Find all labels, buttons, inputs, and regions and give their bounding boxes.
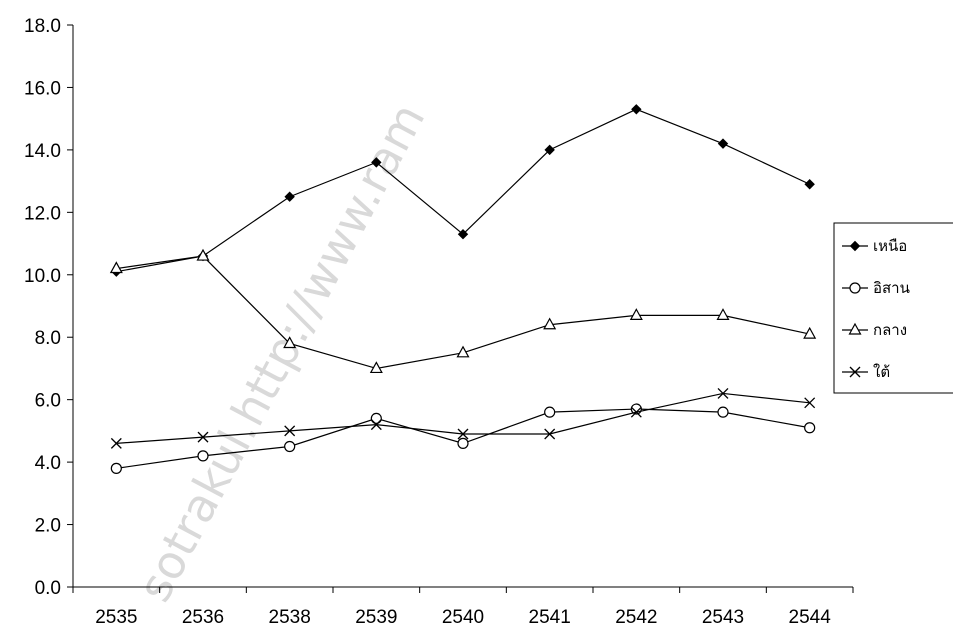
legend-marker xyxy=(848,322,862,335)
x-marker-stroke xyxy=(457,428,469,440)
y-tick-label: 0.0 xyxy=(35,578,61,599)
data-point xyxy=(284,425,296,437)
data-point xyxy=(283,336,297,349)
y-tick-label: 2.0 xyxy=(35,516,61,537)
legend-label: อิสาน xyxy=(873,279,910,297)
data-point xyxy=(717,406,729,418)
x-tick-label: 2536 xyxy=(182,607,224,628)
legend-item: อิสาน xyxy=(842,279,910,297)
x-tick-label: 2543 xyxy=(702,607,744,628)
data-point xyxy=(804,397,816,409)
data-point xyxy=(544,406,556,418)
legend-label: ใต้ xyxy=(873,363,890,381)
data-point xyxy=(543,317,557,330)
data-point xyxy=(804,179,815,190)
y-tick-label: 6.0 xyxy=(35,391,61,412)
data-point xyxy=(717,387,729,399)
legend-marker xyxy=(849,240,861,252)
data-point xyxy=(197,431,209,443)
legend-label: เหนือ xyxy=(873,237,907,255)
x-marker-stroke xyxy=(110,437,122,449)
data-point xyxy=(803,326,817,339)
legend-marker xyxy=(849,366,861,378)
data-point xyxy=(369,361,383,374)
series-line xyxy=(116,108,810,273)
legend-item: กลาง xyxy=(842,321,907,339)
data-point xyxy=(197,450,209,462)
data-point xyxy=(544,144,555,156)
series-3 xyxy=(109,248,817,374)
y-tick-label: 4.0 xyxy=(35,453,61,474)
x-tick-label: 2538 xyxy=(269,607,311,628)
data-point xyxy=(196,248,210,261)
x-marker-stroke xyxy=(284,425,296,437)
x-tick-label: 2541 xyxy=(529,607,571,628)
x-marker-stroke xyxy=(630,406,642,418)
x-marker-stroke xyxy=(717,387,729,399)
legend-marker xyxy=(849,282,861,294)
series-1 xyxy=(111,104,815,277)
data-point xyxy=(457,228,469,240)
data-point xyxy=(631,104,642,115)
x-tick-label: 2539 xyxy=(355,607,397,628)
y-tick-label: 18.0 xyxy=(24,16,61,37)
x-marker-stroke xyxy=(197,431,209,443)
data-point xyxy=(544,428,556,440)
data-point xyxy=(457,437,469,449)
y-tick-label: 12.0 xyxy=(24,203,61,224)
data-point xyxy=(630,406,642,418)
data-point xyxy=(284,440,296,453)
legend-box xyxy=(833,222,953,394)
y-tick-label: 10.0 xyxy=(24,266,61,287)
data-point xyxy=(284,191,295,202)
data-point xyxy=(804,422,816,434)
y-tick-label: 14.0 xyxy=(24,141,61,162)
watermark-text: sotrakul.http://www.ram xyxy=(127,95,435,610)
data-point xyxy=(716,308,730,320)
y-tick-label: 8.0 xyxy=(35,328,61,349)
data-point xyxy=(717,138,729,149)
data-point xyxy=(370,412,382,424)
series-4 xyxy=(110,387,816,449)
legend-item: เหนือ xyxy=(842,237,907,255)
data-point xyxy=(457,428,469,440)
data-point xyxy=(370,419,382,431)
y-tick-label: 16.0 xyxy=(24,78,61,99)
axes: 0.0 2.0 4.0 6.0 8.0 10.0 12.0 14.0 16.0 18.0 2535 2… xyxy=(24,16,854,628)
x-tick-label: 2542 xyxy=(615,607,657,628)
x-marker-stroke xyxy=(849,366,861,378)
x-marker-stroke xyxy=(804,397,816,409)
x-tick-label: 2540 xyxy=(442,607,484,628)
series-layer xyxy=(109,104,817,474)
data-point xyxy=(456,345,470,358)
legend-item: ใต้ xyxy=(842,363,890,381)
legend-label: กลาง xyxy=(873,321,907,339)
series-2 xyxy=(110,403,816,474)
x-tick-label: 2535 xyxy=(95,607,137,628)
data-point xyxy=(110,437,122,449)
x-tick-label: 2544 xyxy=(789,607,832,628)
x-marker-stroke xyxy=(370,419,382,431)
x-marker-stroke xyxy=(544,428,556,440)
data-point xyxy=(110,462,122,474)
data-point xyxy=(629,308,643,320)
data-point xyxy=(109,261,123,274)
data-point xyxy=(371,157,382,168)
